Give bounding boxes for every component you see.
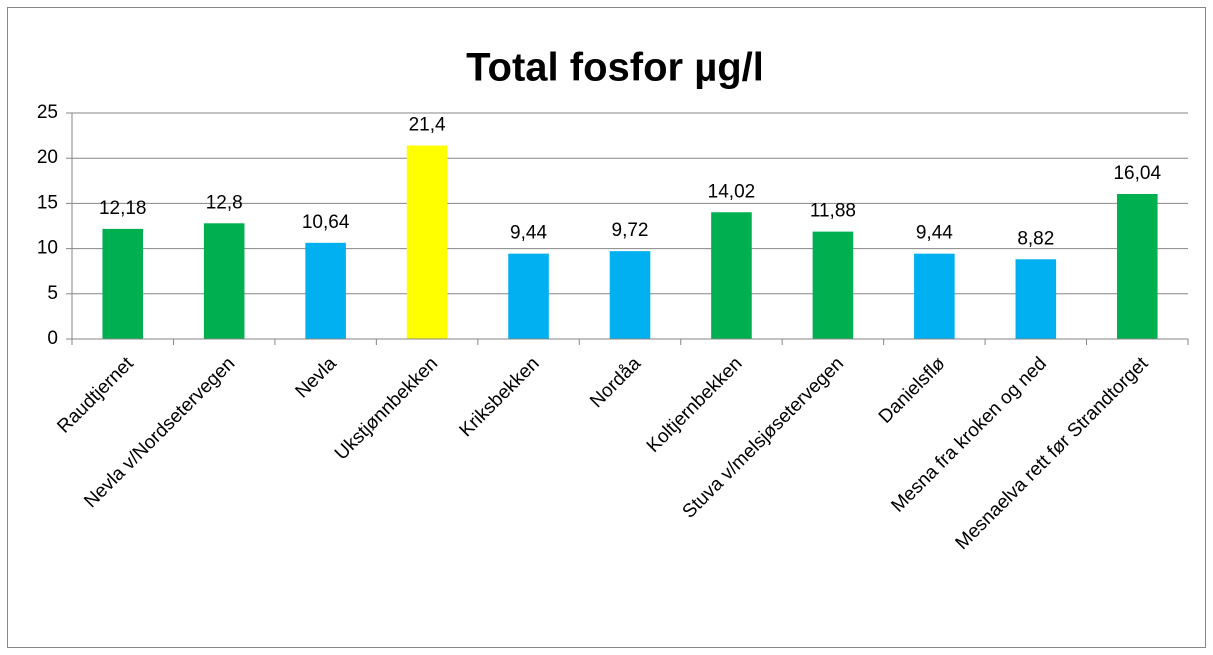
bar [1015, 259, 1057, 339]
data-label: 9,44 [916, 223, 953, 244]
bar [1116, 193, 1158, 339]
bar [914, 253, 955, 339]
chart-title: Total fosfor µg/l [466, 46, 764, 90]
data-label: 9,44 [510, 223, 547, 244]
data-label: 21,4 [409, 115, 446, 136]
data-label: 12,8 [206, 192, 243, 213]
data-label: 14,02 [708, 181, 756, 202]
bar [812, 231, 854, 339]
data-label: 8,82 [1017, 228, 1054, 249]
bar [508, 253, 549, 339]
bar [305, 242, 346, 339]
y-tick-label: 5 [47, 283, 58, 304]
bar [406, 145, 448, 339]
y-tick-label: 25 [37, 102, 58, 123]
bar [102, 228, 144, 339]
data-label: 11,88 [810, 201, 856, 222]
y-tick-label: 15 [37, 192, 58, 213]
data-label: 16,04 [1113, 163, 1161, 184]
data-label: 10,64 [302, 212, 350, 233]
y-tick-label: 10 [37, 238, 58, 259]
data-label: 12,18 [99, 198, 147, 219]
y-tick-label: 20 [37, 147, 58, 168]
data-label: 9,72 [612, 220, 649, 241]
bar [609, 251, 651, 339]
y-tick-label: 0 [47, 328, 58, 349]
bar [203, 223, 245, 339]
bar [711, 212, 752, 339]
